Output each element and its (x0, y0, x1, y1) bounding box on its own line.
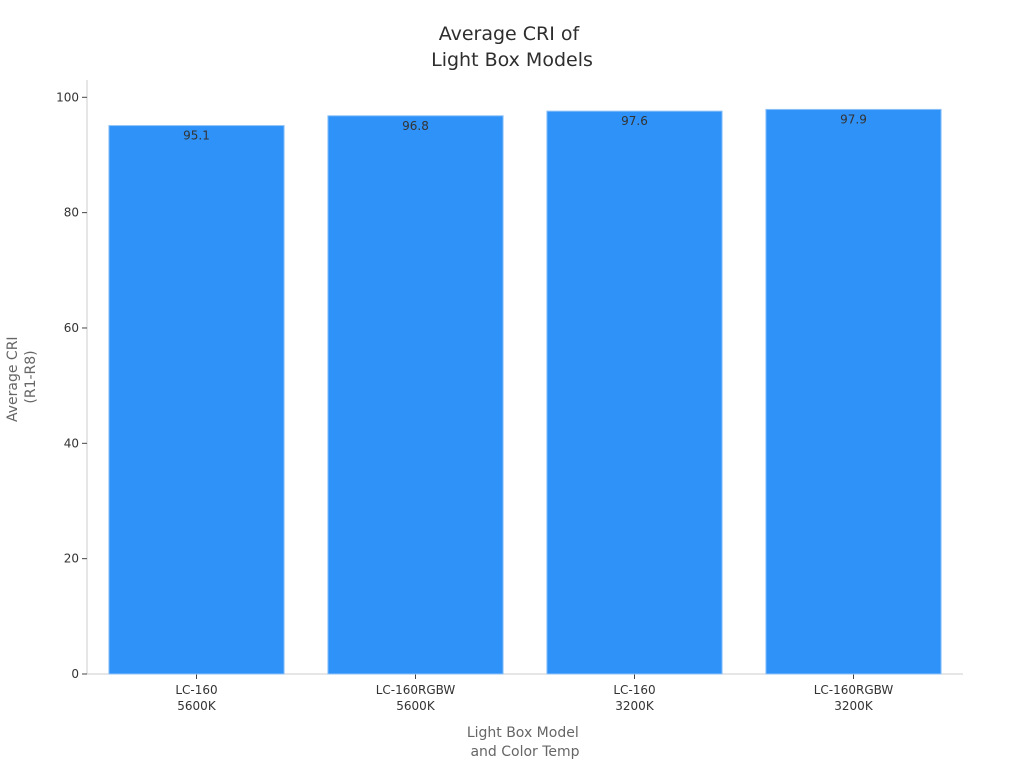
x-tick-label: LC-160 5600K (175, 683, 217, 713)
bar-data-label: 97.9 (840, 112, 867, 126)
y-tick-label: 0 (71, 667, 79, 681)
y-tick-label: 40 (64, 436, 79, 450)
x-tick-label: LC-160RGBW 5600K (376, 683, 456, 713)
y-tick-label: 80 (64, 206, 79, 220)
y-axis-title-line-2: (R1-R8) (23, 350, 39, 403)
x-tick-label-line: LC-160RGBW (814, 683, 894, 697)
y-tick-label: 20 (64, 552, 79, 566)
x-axis-title-line-2: and Color Temp (470, 744, 579, 760)
y-axis-title: Average CRI (R1-R8) (5, 332, 39, 422)
bar (765, 108, 942, 675)
bar-data-label: 96.8 (402, 119, 429, 133)
bars (108, 108, 942, 675)
x-axis-title: Light Box Model and Color Temp (467, 725, 583, 760)
bar (327, 115, 504, 675)
chart-title-line-1: Average CRI of (439, 23, 581, 45)
x-tick-label: LC-160 3200K (613, 683, 655, 713)
chart-title: Average CRI of Light Box Models (431, 23, 593, 71)
x-tick-label: LC-160RGBW 3200K (814, 683, 894, 713)
x-tick-label-line: 3200K (615, 699, 655, 713)
y-tick-label: 60 (64, 321, 79, 335)
bar-data-label: 95.1 (183, 129, 210, 143)
x-tick-label-line: LC-160RGBW (376, 683, 456, 697)
bar (108, 125, 285, 675)
x-axis-title-line-1: Light Box Model (467, 725, 579, 741)
x-tick-label-line: 5600K (177, 699, 217, 713)
x-tick-label-line: LC-160 (613, 683, 655, 697)
x-tick-label-line: 5600K (396, 699, 436, 713)
x-tick-label-line: LC-160 (175, 683, 217, 697)
bar (546, 110, 723, 675)
bar-data-label: 97.6 (621, 114, 648, 128)
x-tick-label-line: 3200K (834, 699, 874, 713)
y-tick-label: 100 (56, 90, 79, 104)
y-axis-title-line-1: Average CRI (5, 336, 21, 422)
y-axis: 0 20 40 60 80 100 (56, 80, 88, 681)
chart-title-line-2: Light Box Models (431, 49, 593, 71)
bar-data-labels: 95.1 96.8 97.6 97.9 (183, 112, 867, 142)
